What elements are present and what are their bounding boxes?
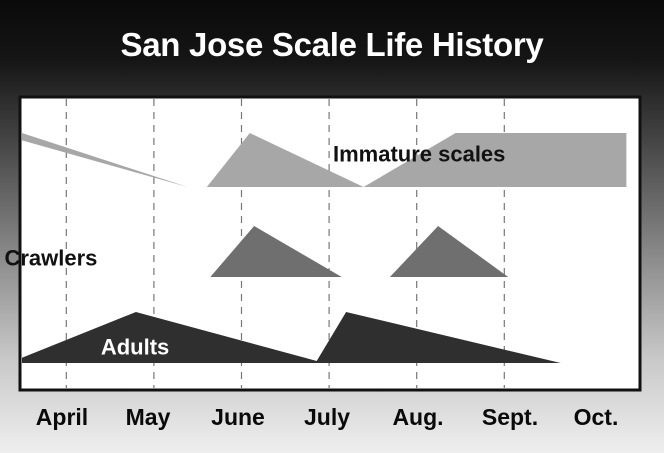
x-tick-label: April	[36, 404, 88, 430]
immature-area-3	[363, 133, 627, 187]
x-tick-label: July	[304, 404, 350, 430]
crawlers-area-2	[389, 226, 509, 277]
x-tick-label: June	[211, 404, 265, 430]
x-tick-label: May	[126, 404, 171, 430]
immature-area-2	[206, 133, 364, 187]
chart-title: San Jose Scale Life History	[120, 26, 544, 63]
x-tick-label: Aug.	[392, 404, 443, 430]
immature-label: Immature scales	[333, 142, 505, 167]
crawlers-area-1	[210, 226, 342, 277]
x-axis-labels: April May June July Aug. Sept. Oct.	[36, 404, 619, 430]
crawlers-label: Crawlers	[4, 246, 97, 271]
immature-area-1	[22, 133, 188, 187]
series-marks	[22, 133, 627, 363]
adults-label: Adults	[101, 335, 169, 360]
x-tick-label: Sept.	[482, 404, 538, 430]
x-tick-label: Oct.	[574, 404, 619, 430]
adults-area-1	[22, 312, 325, 363]
adults-area-2	[315, 312, 561, 363]
